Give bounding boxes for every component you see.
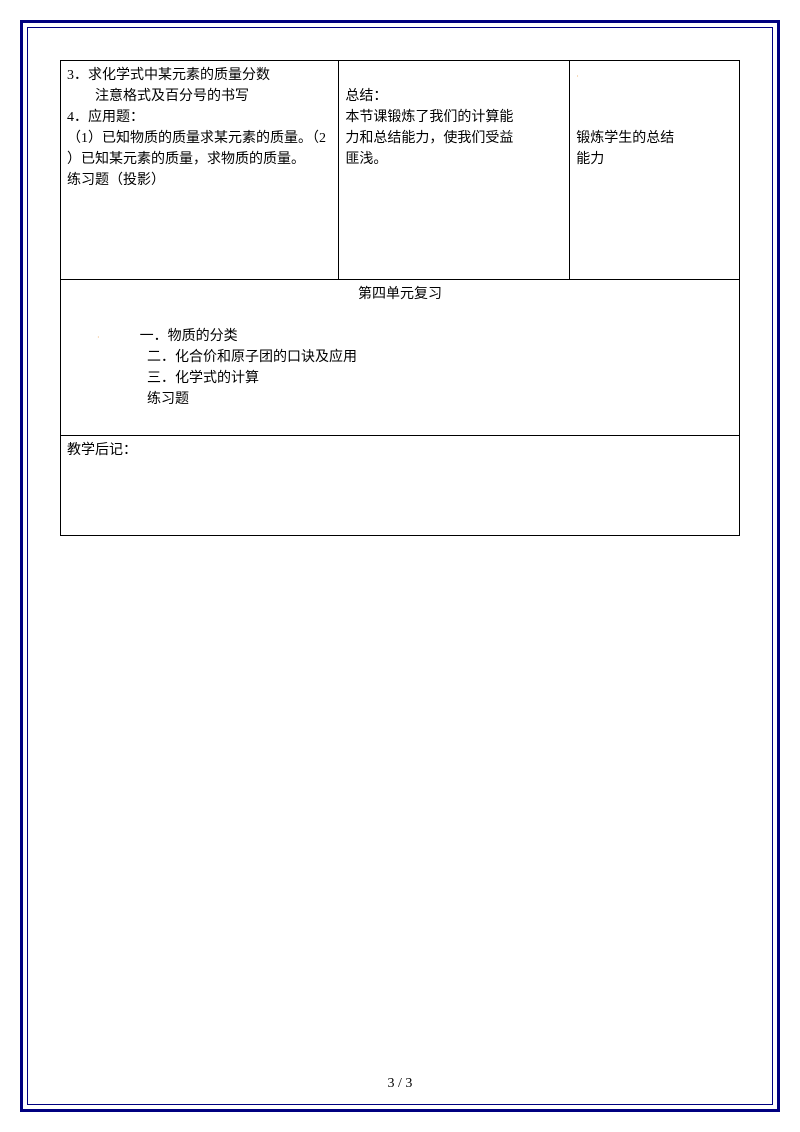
text-line: 匪浅。 (345, 149, 563, 170)
text-line: 练习题 (147, 389, 733, 410)
unit-review-cell: 第四单元复习 · 一．物质的分类 二．化合价和原子团的口诀及应用 三．化学式的计算… (61, 280, 740, 436)
text-line: 一．物质的分类 (140, 329, 238, 344)
page-number: 3 / 3 (0, 1076, 800, 1092)
text-line: 二．化合价和原子团的口诀及应用 (147, 347, 733, 368)
content-cell: 3．求化学式中某元素的质量分数 注意格式及百分号的书写 4．应用题： （1）已知… (61, 61, 339, 280)
notes-label: 教学后记： (67, 440, 733, 461)
table-row: 第四单元复习 · 一．物质的分类 二．化合价和原子团的口诀及应用 三．化学式的计算… (61, 280, 740, 436)
text-line: 三．化学式的计算 (147, 368, 733, 389)
text-line: 本节课锻炼了我们的计算能 (345, 107, 563, 128)
main-content: 3．求化学式中某元素的质量分数 注意格式及百分号的书写 4．应用题： （1）已知… (60, 60, 740, 536)
marker-dot: · (97, 333, 100, 342)
text-line: 能力 (576, 149, 733, 170)
text-line: 力和总结能力，使我们受益 (345, 128, 563, 149)
indent-block: · 一．物质的分类 二．化合价和原子团的口诀及应用 三．化学式的计算 练习题 (67, 326, 733, 410)
text-line: 3．求化学式中某元素的质量分数 (67, 65, 332, 86)
text-line: 4．应用题： (67, 107, 332, 128)
summary-cell: 总结： 本节课锻炼了我们的计算能 力和总结能力，使我们受益 匪浅。 (339, 61, 570, 280)
table-row: 3．求化学式中某元素的质量分数 注意格式及百分号的书写 4．应用题： （1）已知… (61, 61, 740, 280)
text-line: 总结： (345, 86, 563, 107)
lesson-table: 3．求化学式中某元素的质量分数 注意格式及百分号的书写 4．应用题： （1）已知… (60, 60, 740, 536)
table-row: 教学后记： (61, 436, 740, 536)
unit-title: 第四单元复习 (67, 284, 733, 305)
text-line: 注意格式及百分号的书写 (67, 86, 332, 107)
notes-cell: · 锻炼学生的总结 能力 (570, 61, 740, 280)
text-line: 练习题（投影） (67, 170, 332, 191)
text-line: ）已知某元素的质量，求物质的质量。 (67, 149, 332, 170)
text-line: （1）已知物质的质量求某元素的质量。（2 (67, 128, 332, 149)
teaching-notes-cell: 教学后记： (61, 436, 740, 536)
text-line: 锻炼学生的总结 (576, 128, 733, 149)
marker-dot: · (576, 72, 579, 81)
